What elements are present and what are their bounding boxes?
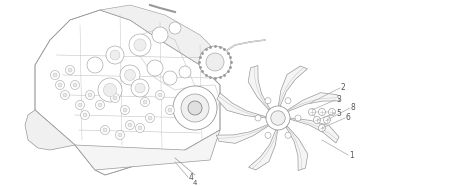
Polygon shape [248, 65, 270, 111]
Circle shape [313, 116, 320, 124]
Circle shape [110, 50, 120, 60]
Circle shape [308, 108, 315, 116]
Circle shape [179, 66, 190, 78]
Circle shape [110, 94, 119, 102]
Circle shape [88, 93, 92, 97]
Circle shape [328, 108, 335, 116]
Circle shape [75, 100, 84, 110]
Text: 8: 8 [350, 103, 355, 113]
Circle shape [123, 108, 127, 112]
Circle shape [80, 110, 90, 119]
Circle shape [83, 113, 87, 117]
Polygon shape [25, 110, 75, 150]
Polygon shape [75, 130, 219, 170]
Circle shape [285, 98, 291, 104]
Circle shape [95, 100, 104, 110]
Circle shape [168, 108, 172, 112]
Polygon shape [289, 118, 338, 143]
Text: 4: 4 [192, 180, 197, 186]
Circle shape [180, 94, 208, 122]
Circle shape [155, 91, 164, 100]
Circle shape [125, 121, 134, 129]
Circle shape [120, 105, 129, 115]
Polygon shape [248, 128, 277, 170]
Circle shape [323, 116, 330, 124]
Circle shape [157, 93, 162, 97]
Circle shape [58, 83, 62, 87]
Circle shape [265, 106, 289, 130]
Circle shape [124, 70, 135, 81]
Circle shape [118, 133, 122, 137]
Circle shape [100, 126, 109, 134]
Circle shape [98, 103, 102, 107]
Circle shape [50, 70, 59, 79]
Circle shape [254, 115, 260, 121]
Circle shape [128, 123, 132, 127]
Circle shape [131, 79, 149, 97]
Circle shape [135, 83, 145, 93]
Circle shape [294, 115, 300, 121]
Text: 1: 1 [348, 150, 353, 160]
Text: 6: 6 [345, 113, 350, 123]
Polygon shape [217, 93, 265, 118]
Circle shape [134, 39, 146, 51]
Circle shape [264, 132, 270, 138]
Circle shape [168, 22, 180, 34]
Circle shape [78, 103, 82, 107]
Circle shape [68, 68, 72, 72]
Text: 5: 5 [335, 108, 340, 118]
Circle shape [65, 65, 74, 75]
Circle shape [143, 100, 147, 104]
Circle shape [173, 86, 217, 130]
Polygon shape [285, 125, 307, 171]
Polygon shape [35, 10, 219, 175]
Circle shape [87, 57, 103, 73]
Circle shape [129, 34, 151, 56]
Circle shape [165, 105, 174, 115]
Circle shape [206, 53, 224, 71]
Circle shape [145, 113, 154, 123]
Circle shape [56, 81, 64, 89]
Circle shape [63, 93, 67, 97]
Circle shape [120, 65, 140, 85]
Circle shape [98, 78, 122, 102]
Circle shape [115, 131, 124, 140]
Circle shape [85, 91, 94, 100]
Circle shape [318, 108, 325, 116]
Circle shape [285, 132, 291, 138]
Circle shape [70, 81, 79, 89]
Circle shape [270, 111, 285, 125]
Polygon shape [277, 66, 307, 108]
Circle shape [140, 97, 149, 107]
Polygon shape [286, 93, 339, 112]
Circle shape [61, 91, 69, 100]
Polygon shape [100, 5, 219, 65]
Circle shape [148, 116, 151, 120]
Polygon shape [216, 124, 269, 143]
Circle shape [188, 101, 202, 115]
Circle shape [73, 83, 77, 87]
Circle shape [151, 27, 168, 43]
Circle shape [103, 128, 107, 132]
Circle shape [264, 98, 270, 104]
Circle shape [53, 73, 57, 77]
Text: 3: 3 [335, 95, 340, 105]
Text: 4: 4 [189, 172, 193, 182]
Circle shape [199, 46, 230, 78]
Circle shape [138, 126, 142, 130]
Circle shape [162, 71, 177, 85]
Circle shape [103, 83, 116, 97]
Circle shape [318, 124, 325, 132]
Circle shape [135, 124, 144, 132]
Circle shape [113, 96, 117, 100]
Circle shape [106, 46, 124, 64]
Text: 2: 2 [340, 84, 345, 92]
Circle shape [147, 60, 162, 76]
